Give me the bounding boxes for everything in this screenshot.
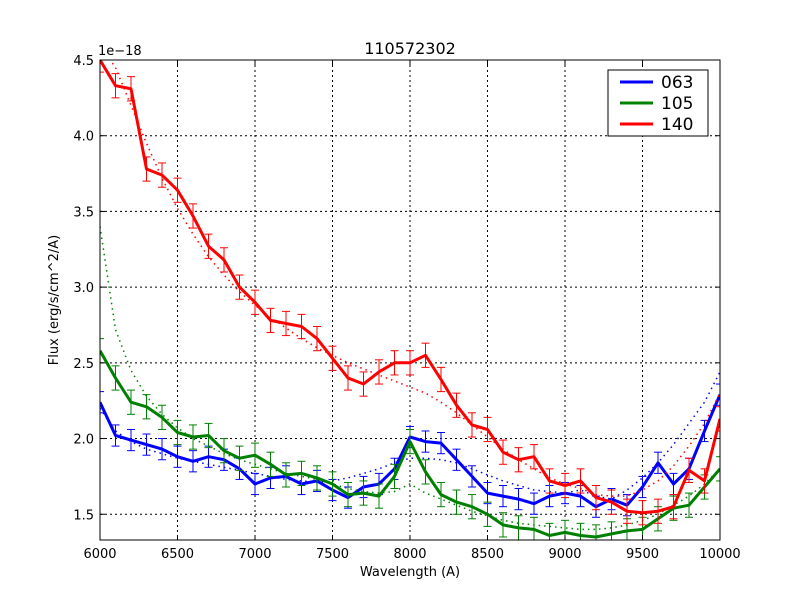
data-curve-105 <box>100 349 720 539</box>
x-tick-label: 8000 <box>393 547 426 562</box>
legend-label-140: 140 <box>661 115 693 135</box>
x-axis-label: Wavelength (A) <box>360 565 460 580</box>
x-tick-label: 9500 <box>626 547 659 562</box>
legend-label-105: 105 <box>661 94 693 114</box>
data-curve-140 <box>100 60 720 515</box>
model-curve-105 <box>100 226 720 531</box>
series-105 <box>100 226 720 540</box>
x-tick-label: 6500 <box>161 547 194 562</box>
x-tick-label: 7000 <box>238 547 271 562</box>
y-axis-label: Flux (erg/s/cm^2/A) <box>47 235 62 365</box>
legend-label-063: 063 <box>661 73 693 93</box>
legend: 063 105 140 <box>607 69 709 137</box>
plot-series <box>100 60 720 540</box>
y-tick-label: 1.5 <box>73 508 94 523</box>
x-tick-label: 7500 <box>316 547 349 562</box>
x-tick-label: 10000 <box>699 547 740 562</box>
x-tick-label: 8500 <box>471 547 504 562</box>
y-offset-label: 1e−18 <box>98 44 142 59</box>
y-tick-label: 4.0 <box>73 130 94 145</box>
series-140 <box>100 60 720 526</box>
x-tick-label: 6000 <box>83 547 116 562</box>
chart-title: 110572302 <box>364 39 456 58</box>
y-tick-label: 4.5 <box>73 54 94 69</box>
model-curve-063 <box>100 371 720 500</box>
y-tick-label: 2.0 <box>73 433 94 448</box>
x-tick-label: 9000 <box>548 547 581 562</box>
y-tick-label: 3.0 <box>73 281 94 296</box>
axis-ticks: 6000 6500 7000 7500 8000 8500 9000 9500 10000 1.5… <box>73 54 740 562</box>
y-tick-label: 2.5 <box>73 357 94 372</box>
y-tick-label: 3.5 <box>73 205 94 220</box>
